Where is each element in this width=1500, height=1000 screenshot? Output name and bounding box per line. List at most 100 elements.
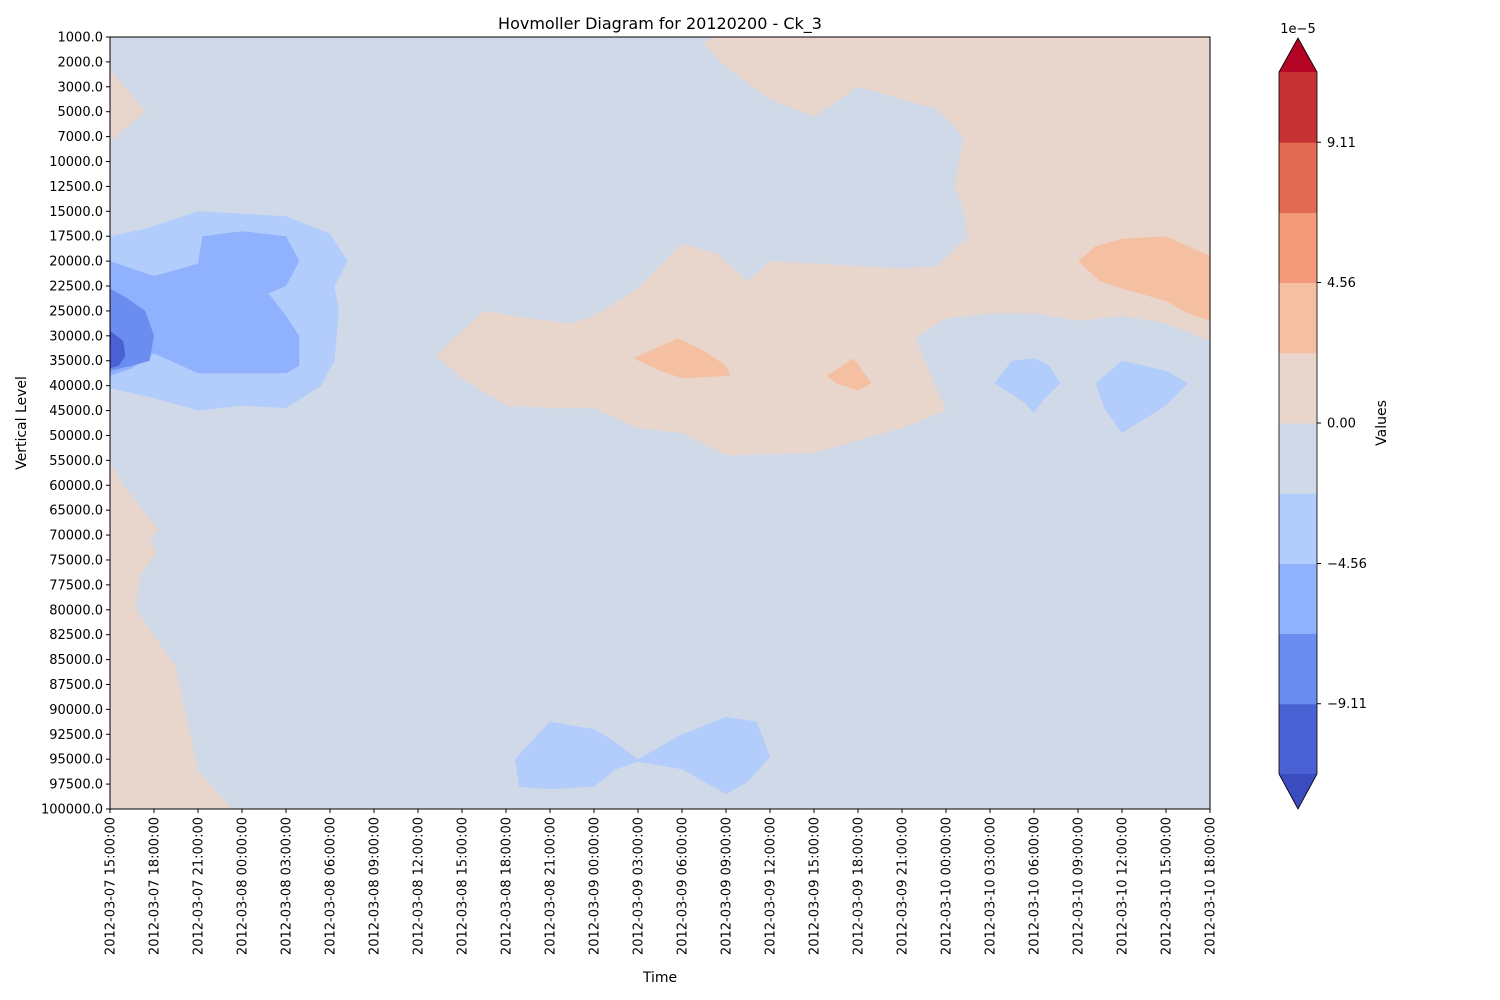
contour-region-6 [110, 475, 233, 809]
colorbar-tick-label: −4.56 [1327, 557, 1367, 572]
x-tick-label: 2012-03-10 09:00:00 [1072, 817, 1087, 955]
y-tick-label: 97500.0 [49, 778, 103, 793]
contour-region-4 [633, 338, 731, 379]
x-axis-label: Time [642, 970, 677, 986]
y-tick-label: 7000.0 [58, 130, 104, 145]
contour-region-0 [110, 69, 146, 142]
x-tick-label: 2012-03-10 18:00:00 [1204, 817, 1219, 955]
x-tick-label: 2012-03-07 18:00:00 [148, 817, 163, 955]
contour-region-14 [514, 716, 770, 795]
x-tick-label: 2012-03-08 09:00:00 [368, 817, 383, 955]
x-tick-label: 2012-03-08 06:00:00 [324, 817, 339, 955]
colorbar-tick-label: −9.11 [1327, 697, 1367, 712]
colorbar-segments [1279, 72, 1317, 775]
y-tick-label: 92500.0 [49, 728, 103, 743]
colorbar-tick-label: 4.56 [1327, 276, 1356, 291]
x-tick-label: 2012-03-10 15:00:00 [1160, 817, 1175, 955]
x-tick-label: 2012-03-09 06:00:00 [676, 817, 691, 955]
y-tick-label: 85000.0 [49, 653, 103, 668]
plot-area [109, 36, 1211, 810]
x-tick-label: 2012-03-09 12:00:00 [764, 817, 779, 955]
colorbar-ticks: −9.11 −4.56 0.00 4.56 9.11 [1317, 136, 1367, 712]
x-tick-label: 2012-03-09 18:00:00 [852, 817, 867, 955]
y-tick-label: 3000.0 [58, 80, 104, 95]
y-tick-label: 70000.0 [49, 529, 103, 544]
y-tick-label: 50000.0 [49, 429, 103, 444]
plot-frame [109, 36, 1211, 810]
y-tick-label: 35000.0 [49, 354, 103, 369]
colorbar-outline [1278, 37, 1318, 810]
contour-region-11 [193, 330, 203, 344]
colorbar-tick-label: 9.11 [1327, 136, 1356, 151]
y-tick-label: 45000.0 [49, 404, 103, 419]
colorbar-over-arrow [1279, 38, 1317, 72]
y-tick-label: 95000.0 [49, 753, 103, 768]
colorbar-segment [1279, 633, 1317, 705]
x-tick-label: 2012-03-10 03:00:00 [984, 817, 999, 955]
contour-region-13 [1095, 360, 1188, 433]
contour-region-10 [110, 330, 126, 369]
colorbar-segment [1279, 423, 1317, 494]
y-tick-label: 65000.0 [49, 504, 103, 519]
colorbar-scale-label: 1e−5 [1280, 22, 1315, 37]
y-tick-label: 12500.0 [49, 180, 103, 195]
y-tick-label: 1000.0 [58, 31, 104, 46]
contour-region-5 [827, 358, 872, 391]
x-tick-label: 2012-03-08 12:00:00 [412, 817, 427, 955]
y-tick-label: 75000.0 [49, 553, 103, 568]
x-tick-label: 2012-03-08 03:00:00 [280, 817, 295, 955]
x-axis: 2012-03-07 15:00:00 2012-03-07 18:00:00 20… [104, 809, 1219, 955]
y-tick-label: 80000.0 [49, 603, 103, 618]
x-tick-label: 2012-03-09 21:00:00 [896, 817, 911, 955]
x-tick-label: 2012-03-09 15:00:00 [808, 817, 823, 955]
colorbar-label: Values [1374, 400, 1390, 446]
colorbar-under-arrow [1279, 774, 1317, 809]
colorbar: −9.11 −4.56 0.00 4.56 9.11 1e−5 Values [1278, 22, 1390, 810]
chart-title: Hovmoller Diagram for 20120200 - Ck_3 [498, 14, 822, 34]
y-tick-label: 17500.0 [49, 230, 103, 245]
x-tick-label: 2012-03-10 06:00:00 [1028, 817, 1043, 955]
x-tick-label: 2012-03-07 15:00:00 [104, 817, 119, 955]
y-tick-label: 90000.0 [49, 703, 103, 718]
y-tick-label: 87500.0 [49, 678, 103, 693]
y-tick-label: 55000.0 [49, 454, 103, 469]
y-tick-label: 22500.0 [49, 280, 103, 295]
x-tick-label: 2012-03-08 15:00:00 [456, 817, 471, 955]
y-tick-label: 100000.0 [41, 803, 103, 818]
contour-fills [110, 37, 1210, 809]
x-tick-label: 2012-03-10 00:00:00 [940, 817, 955, 955]
colorbar-segment [1279, 282, 1317, 354]
y-axis: 1000.0 2000.0 3000.0 5000.0 7000.0 10000.0 125… [41, 31, 110, 818]
y-axis-label: Vertical Level [14, 376, 30, 470]
y-tick-label: 2000.0 [58, 55, 104, 70]
y-tick-label: 77500.0 [49, 578, 103, 593]
x-tick-label: 2012-03-09 03:00:00 [632, 817, 647, 955]
colorbar-segment [1279, 352, 1317, 424]
contour-region-3 [1078, 236, 1210, 321]
y-tick-label: 10000.0 [49, 155, 103, 170]
y-tick-label: 82500.0 [49, 628, 103, 643]
colorbar-segment [1279, 563, 1317, 634]
y-tick-label: 25000.0 [49, 304, 103, 319]
x-tick-label: 2012-03-08 18:00:00 [500, 817, 515, 955]
colorbar-segment [1279, 493, 1317, 565]
contour-region-12 [994, 358, 1061, 413]
x-tick-label: 2012-03-10 12:00:00 [1116, 817, 1131, 955]
colorbar-segment [1279, 212, 1317, 283]
contour-region-2 [435, 37, 1210, 456]
y-tick-label: 30000.0 [49, 329, 103, 344]
y-tick-label: 5000.0 [58, 105, 104, 120]
contour-region-8 [110, 231, 300, 376]
y-tick-label: 40000.0 [49, 379, 103, 394]
x-tick-label: 2012-03-08 21:00:00 [544, 817, 559, 955]
x-tick-label: 2012-03-08 00:00:00 [236, 817, 251, 955]
y-tick-label: 20000.0 [49, 255, 103, 270]
y-tick-label: 60000.0 [49, 479, 103, 494]
colorbar-segment [1279, 142, 1317, 214]
x-tick-label: 2012-03-09 00:00:00 [588, 817, 603, 955]
x-tick-label: 2012-03-09 09:00:00 [720, 817, 735, 955]
colorbar-tick-label: 0.00 [1327, 417, 1356, 432]
colorbar-segment [1279, 72, 1317, 143]
y-tick-label: 15000.0 [49, 205, 103, 220]
